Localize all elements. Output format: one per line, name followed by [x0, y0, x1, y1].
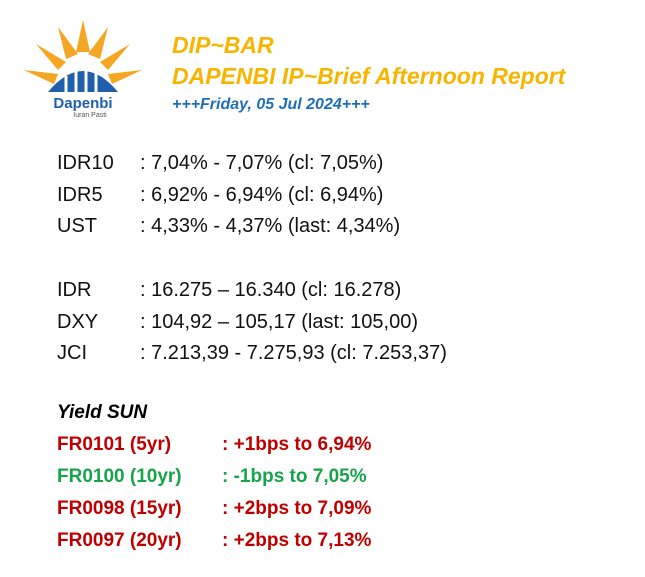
market-value: : 4,33% - 4,37% (last: 4,34%) [140, 215, 401, 237]
logo-rays [24, 20, 142, 84]
bond-name: FR0101 (5yr) [57, 434, 172, 455]
market-value: : 7,04% - 7,07% (cl: 7,05%) [140, 152, 384, 174]
logo-building [48, 71, 118, 92]
bond-change: : +2bps to 7,09% [222, 498, 372, 519]
subtitle: DAPENBI IP~Brief Afternoon Report [172, 63, 566, 89]
bond-name: FR0098 (15yr) [57, 498, 182, 519]
market-value: : 6,92% - 6,94% (cl: 6,94%) [140, 184, 384, 206]
market-label: IDR5 [57, 184, 103, 206]
market-label: IDR10 [57, 152, 114, 174]
market-label: JCI [57, 342, 87, 364]
market-label: IDR [57, 279, 92, 301]
title: DIP~BAR [172, 32, 274, 58]
logo-tagline: Iuran Pasti [73, 112, 107, 119]
bond-name: FR0100 (10yr) [57, 466, 182, 487]
market-value: : 7.213,39 - 7.275,93 (cl: 7.253,37) [140, 342, 447, 364]
logo-name: Dapenbi [53, 95, 112, 112]
bond-change: : -1bps to 7,05% [222, 466, 367, 487]
yield-title: Yield SUN [57, 402, 148, 423]
bond-name: FR0097 (20yr) [57, 530, 182, 551]
market-value: : 16.275 – 16.340 (cl: 16.278) [140, 279, 402, 301]
market-label: DXY [57, 311, 99, 333]
market-label: UST [57, 215, 97, 237]
market-value: : 104,92 – 105,17 (last: 105,00) [140, 311, 418, 333]
logo: Dapenbi Iuran Pasti [24, 20, 142, 119]
logo-columns [64, 68, 98, 92]
bond-change: : +2bps to 7,13% [222, 530, 372, 551]
date: +++Friday, 05 Jul 2024+++ [172, 96, 370, 113]
bond-change: : +1bps to 6,94% [222, 434, 372, 455]
